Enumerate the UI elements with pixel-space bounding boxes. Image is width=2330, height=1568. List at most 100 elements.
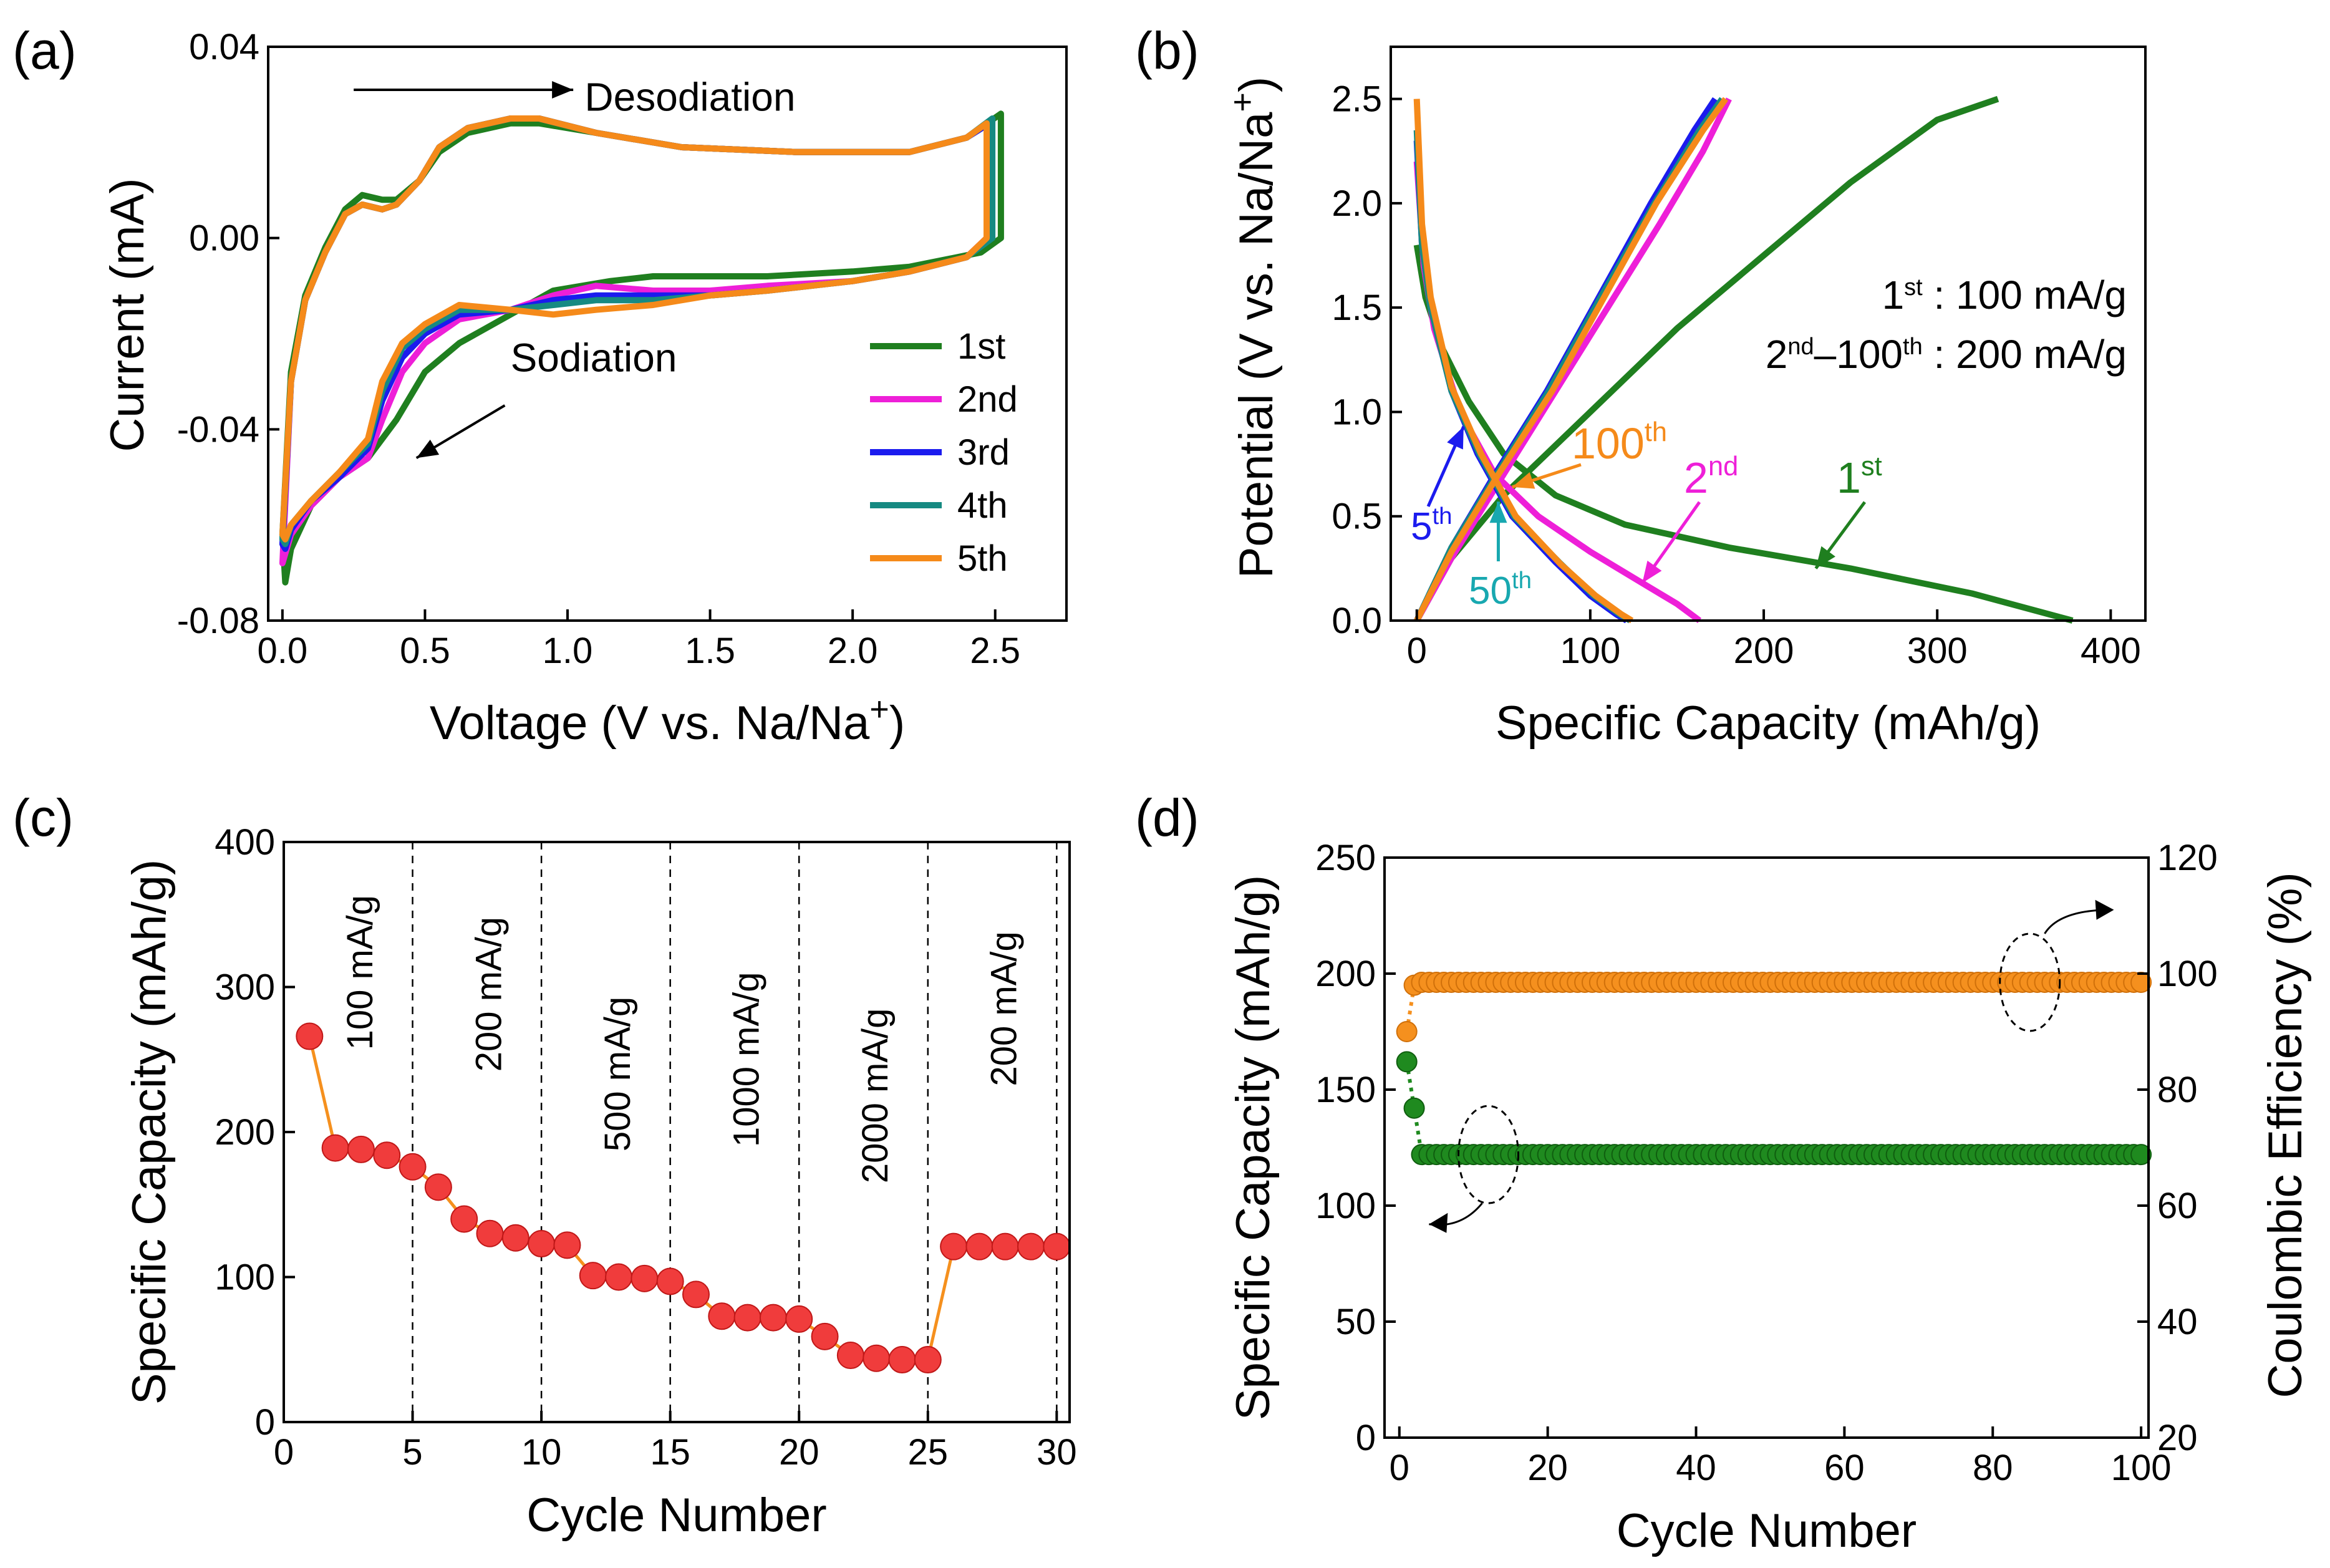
desodiation-label: Desodiation [584,75,795,120]
x-tick-label: 20 [1527,1448,1568,1488]
rate-info-line-1: 1st : 100 mA/g [1882,273,2127,317]
y-tick-label: 0.0 [1332,601,1382,641]
y-right-tick-label: 100 [2157,954,2218,994]
y-tick-label: 1.0 [1332,392,1382,432]
legend-label-3rd: 3rd [957,432,1010,473]
x-tick-label: 1.0 [543,631,593,671]
y-tick-label: 1.5 [1332,288,1382,328]
efficiency-point [2130,971,2152,993]
capacity-point [579,1262,607,1290]
y-tick-label: 2.5 [1332,79,1382,120]
panel-label-c: (c) [12,788,74,847]
rate-label: 1000 mA/g [727,972,767,1147]
efficiency-axis-arrowhead [2095,899,2114,920]
y-tick-label: 0.5 [1332,496,1382,537]
discharge-curve-100th [1413,99,1634,624]
capacity-point [528,1230,556,1258]
y-tick-label: 50 [1335,1302,1376,1342]
rate-label: 100 mA/g [340,895,380,1050]
x-tick-label: 5 [402,1432,422,1473]
label-50th-arrow-head [1489,501,1507,523]
y-tick-label: 400 [215,822,275,863]
rate-label: 200 mA/g [468,917,509,1072]
x-tick-label: 0 [274,1432,294,1473]
capacity-point [914,1346,942,1374]
x-tick-label: 100 [2111,1448,2172,1488]
x-tick-label: 400 [2081,631,2141,671]
x-tick-label: 0.0 [258,631,308,671]
label-5th: 5th [1411,503,1453,548]
capacity-point [424,1173,452,1201]
capacity-point [2130,1144,2152,1166]
legend-label-2nd: 2nd [957,379,1018,420]
x-tick-label: 60 [1824,1448,1865,1488]
x-tick-label: 0.5 [400,631,450,671]
capacity-point [631,1264,659,1292]
y-tick-label: 150 [1315,1070,1376,1110]
plot-frame-a [267,46,1068,622]
sodiation-label: Sodiation [511,335,677,380]
rate-label: 500 mA/g [597,997,638,1151]
y-tick-label: 2.0 [1332,183,1382,224]
cv-curve-1st [279,110,1004,586]
capacity-point [1017,1232,1045,1261]
rate-label: 2000 mA/g [855,1009,896,1184]
capacity-ellipse [1457,1105,1520,1204]
x-tick-label: 200 [1734,631,1794,671]
panel-c: 100 mA/g 200 mA/g 500 mA/g 1000 mA/g 2000 mA… [123,822,1077,1542]
legend-label-4th: 4th [957,485,1008,526]
capacity-point [991,1232,1019,1261]
x-tick-label: 30 [1037,1432,1077,1473]
x-axis-title: Cycle Number [1617,1504,1917,1557]
panel-label-b: (b) [1135,21,1199,80]
capacity-point [296,1022,324,1050]
y-tick-label: 200 [215,1112,275,1153]
legend-label-5th: 5th [957,538,1008,579]
capacity-point [965,1232,993,1261]
charge-curve-1st [1414,95,1999,622]
x-tick-label: 2.0 [828,631,878,671]
y-right-tick-label: 80 [2157,1070,2198,1110]
y-tick-label: 100 [215,1257,275,1298]
y-tick-label: 0.04 [189,27,259,67]
capacity-point [940,1232,968,1261]
capacity-point [373,1141,401,1169]
panel-label-a: (a) [12,21,77,80]
capacity-point [656,1267,684,1295]
y-tick-label: -0.08 [177,601,259,641]
x-tick-label: 1.5 [685,631,735,671]
legend-label-1st: 1st [957,326,1005,367]
capacity-point [347,1135,375,1163]
capacity-point [1396,1051,1418,1073]
x-axis-title: Cycle Number [526,1489,826,1542]
x-tick-label: 2.5 [970,631,1020,671]
x-tick-label: 40 [1676,1448,1716,1488]
capacity-point [811,1322,839,1350]
charge-curve-2nd [1414,97,1732,622]
sodiation-arrow-head [416,439,440,458]
capacity-point [605,1263,633,1291]
y-right-tick-label: 40 [2157,1302,2198,1342]
label-1st: 1st [1837,452,1882,502]
x-tick-label: 100 [1560,631,1620,671]
panel-label-d: (d) [1135,788,1199,847]
x-axis-title: Specific Capacity (mAh/g) [1496,697,2041,750]
capacity-line [307,1035,1057,1362]
capacity-point [759,1304,787,1332]
capacity-point [476,1219,504,1247]
label-50th: 50th [1469,567,1532,612]
cv-curve-4th [279,115,996,548]
capacity-point [399,1153,427,1181]
x-tick-label: 15 [650,1432,690,1473]
x-tick-label: 80 [1973,1448,2013,1488]
y-right-tick-label: 20 [2157,1418,2198,1458]
y-tick-label: 250 [1315,838,1376,878]
panel-b: 0 100 200 300 400 0.0 0.5 1.0 1.5 2.0 2.5 Specific … [1224,46,2147,750]
capacity-point [321,1134,349,1162]
x-tick-label: 10 [521,1432,562,1473]
y-tick-label: 0 [1356,1418,1376,1458]
desodiation-arrow-head [552,81,574,99]
rate-label: 200 mA/g [984,931,1025,1086]
y-right-tick-label: 60 [2157,1186,2198,1226]
x-tick-label: 0 [1407,631,1427,671]
